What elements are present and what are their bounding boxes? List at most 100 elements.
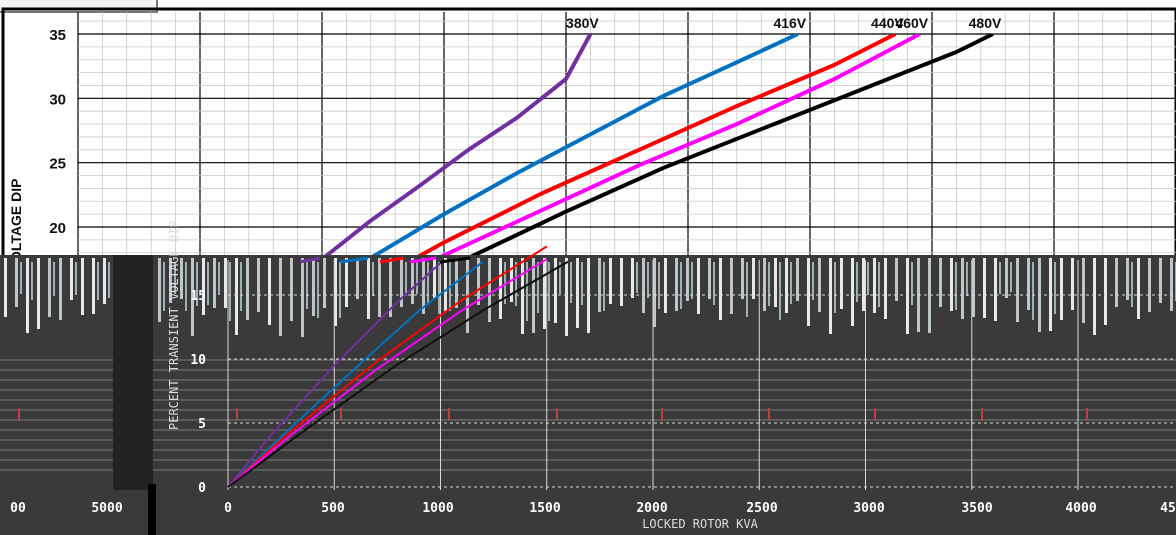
glitch-stripe (31, 262, 33, 300)
glitch-stripe (543, 258, 546, 329)
glitch-stripe (345, 258, 348, 307)
glitch-stripe (1131, 262, 1133, 307)
glitch-stripe (1126, 258, 1129, 300)
glitch-stripe (653, 258, 656, 327)
glitch-stripe (532, 258, 535, 333)
glitch-stripe (862, 258, 865, 311)
glitch-stripe (169, 258, 172, 303)
glitch-stripe (81, 258, 84, 315)
x-tick-label: 1000 (422, 501, 453, 516)
glitch-stripe (235, 258, 238, 335)
series-line (322, 34, 593, 256)
lower-y-tick-label: 10 (190, 353, 206, 368)
glitch-stripe (829, 258, 832, 334)
glitch-mark (18, 408, 20, 420)
glitch-stripe (257, 258, 260, 312)
glitch-stripe (163, 262, 165, 311)
series-label: 460V (895, 15, 928, 31)
glitch-stripe (400, 258, 403, 307)
glitch-stripe (312, 258, 315, 316)
glitch-stripe (774, 258, 777, 307)
glitch-stripe (895, 258, 898, 301)
glitch-stripe (504, 262, 506, 304)
glitch-stripe (878, 262, 880, 307)
glitch-stripe (48, 258, 51, 317)
lower-series-lines (227, 245, 569, 488)
glitch-stripe (317, 262, 319, 318)
glitch-stripe (53, 262, 55, 296)
glitch-stripe (939, 258, 942, 307)
x-tick-label: 3500 (961, 501, 992, 516)
glitch-stripe (1016, 258, 1019, 322)
glitch-stripe (240, 262, 242, 311)
x-tick-label: 4000 (1065, 501, 1096, 516)
glitch-stripe (966, 262, 968, 296)
glitch-stripe (548, 262, 550, 321)
glitch-stripe (20, 262, 22, 294)
upper-series-lines (322, 34, 994, 256)
glitch-stripe (603, 262, 605, 311)
glitch-stripe (174, 262, 176, 294)
glitch-stripe (576, 258, 579, 328)
glitch-stripe (306, 262, 308, 309)
series-line (370, 34, 799, 256)
glitch-stripe (526, 262, 528, 321)
glitch-stripe (103, 258, 106, 304)
glitch-stripe (1060, 258, 1063, 320)
glitch-stripe (713, 262, 715, 305)
left-x-tick-labels: 00 5000 (10, 501, 123, 516)
glitch-stripe (268, 258, 271, 325)
x-tick-label: 3000 (853, 501, 884, 516)
band-connector (339, 256, 369, 264)
glitch-stripe (1054, 262, 1056, 314)
glitch-gap (113, 255, 153, 490)
lower-y-tick-labels: 15 10 5 0 (190, 289, 206, 496)
lower-y-tick-label: 15 (190, 289, 206, 304)
glitch-stripe (719, 258, 722, 320)
glitch-mark (556, 408, 558, 420)
glitch-mark (1086, 408, 1088, 420)
x-tick-label: 0 (224, 501, 232, 516)
glitch-mark (448, 408, 450, 420)
glitch-stripe (768, 262, 770, 306)
glitch-bar (148, 484, 156, 535)
glitch-stripe (691, 262, 693, 299)
glitch-stripe (697, 258, 700, 314)
glitch-stripe (807, 258, 810, 326)
glitch-stripe (983, 258, 986, 318)
glitch-stripe (779, 262, 781, 320)
glitch-stripe (999, 262, 1001, 294)
glitch-stripe (1159, 258, 1162, 303)
glitch-stripe (1104, 258, 1107, 325)
glitch-stripe (1137, 258, 1140, 319)
glitch-stripe (647, 262, 649, 298)
glitch-stripe (994, 258, 997, 321)
glitch-stripe (202, 258, 205, 315)
glitch-stripe (378, 258, 381, 317)
glitch-stripe (746, 262, 748, 317)
glitch-stripe (389, 258, 392, 317)
glitch-stripe (1115, 258, 1118, 307)
glitch-stripe (1148, 258, 1151, 312)
x-tick-label: 2500 (746, 501, 777, 516)
x-tick-label: 2000 (636, 501, 667, 516)
glitch-stripe (499, 258, 502, 319)
glitch-stripe (664, 258, 667, 313)
glitch-mark (874, 408, 876, 420)
glitch-stripe (416, 262, 418, 294)
glitch-stripe (796, 258, 799, 301)
glitch-stripe (488, 258, 491, 322)
glitch-mark (236, 408, 238, 420)
glitch-stripe (790, 262, 792, 304)
glitch-stripe (97, 262, 99, 300)
glitch-stripe (37, 258, 40, 329)
glitch-stripe (834, 262, 836, 313)
glitch-stripe (334, 258, 337, 326)
glitch-stripe (658, 262, 660, 309)
y-tick-label: 30 (49, 91, 66, 108)
glitch-stripe (675, 258, 678, 311)
glitch-mark (768, 408, 770, 420)
glitch-stripe (356, 258, 359, 299)
